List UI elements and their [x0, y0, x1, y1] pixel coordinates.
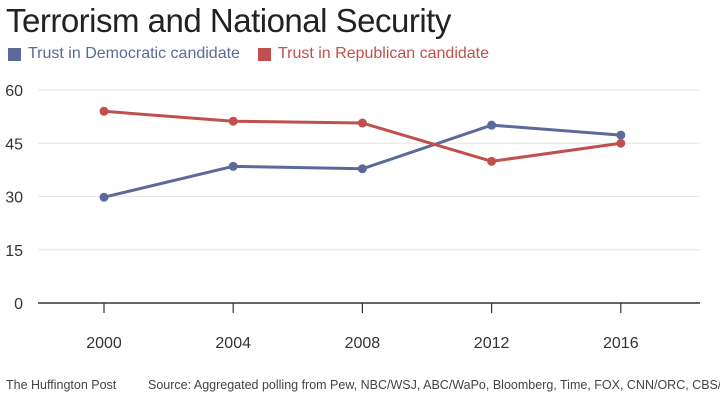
x-tick-label: 2008	[345, 335, 381, 352]
data-point-republican	[357, 118, 367, 128]
data-point-republican	[616, 138, 626, 148]
legend-label-democratic: Trust in Democratic candidate	[28, 45, 240, 62]
y-tick-label: 30	[5, 190, 23, 207]
legend-item-democratic: Trust in Democratic candidate	[8, 45, 240, 63]
x-tick-label: 2012	[474, 335, 510, 352]
footer-publisher: The Huffington Post	[6, 378, 117, 392]
legend: Trust in Democratic candidate Trust in R…	[8, 45, 507, 63]
data-point-democratic	[357, 164, 367, 174]
y-tick-label: 15	[5, 243, 23, 260]
data-point-republican	[228, 116, 238, 126]
x-tick-label: 2000	[86, 335, 122, 352]
data-point-democratic	[487, 120, 497, 130]
data-point-republican	[487, 156, 497, 166]
y-tick-label: 60	[5, 83, 23, 100]
data-point-democratic	[228, 161, 238, 171]
y-tick-label: 45	[5, 136, 23, 153]
line-chart: 0 15 30 45 60 2000 2004 2008 2012 2016	[5, 83, 700, 352]
x-tick-label: 2016	[603, 335, 639, 352]
data-point-republican	[99, 106, 109, 116]
chart-title: Terrorism and National Security	[6, 2, 451, 39]
legend-item-republican: Trust in Republican candidate	[257, 45, 490, 63]
data-point-democratic	[99, 192, 109, 202]
legend-swatch-republican	[257, 47, 271, 61]
legend-swatch-democratic	[8, 47, 21, 61]
legend-label-republican: Trust in Republican candidate	[277, 45, 490, 62]
y-tick-label: 0	[14, 296, 23, 313]
data-point-democratic	[616, 130, 626, 140]
series-line-democratic	[102, 123, 623, 199]
x-tick-label: 2004	[215, 335, 251, 352]
footer-source: Source: Aggregated polling from Pew, NBC…	[148, 378, 720, 392]
